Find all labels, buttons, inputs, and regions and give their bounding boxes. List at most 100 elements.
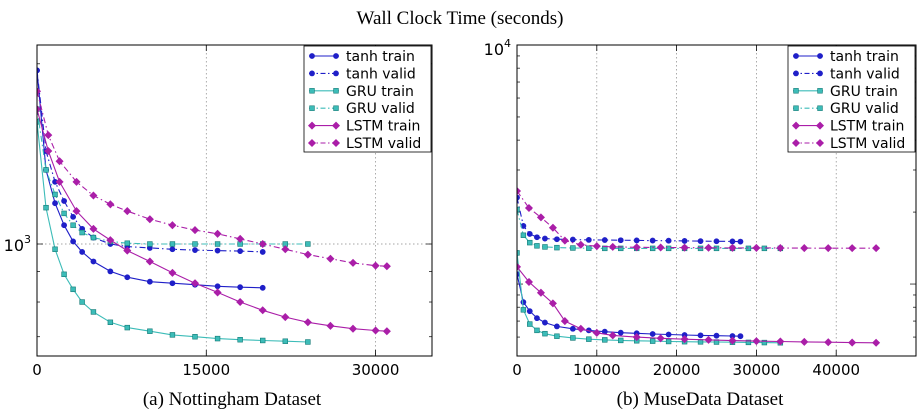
chart-a-series-lstm-valid-point-9	[190, 226, 200, 235]
chart-b-legend-label-gru-train: GRU train	[830, 84, 898, 100]
chart-a-series-gru-train	[37, 119, 311, 345]
chart-b-series-lstm-train-point-11	[704, 335, 713, 344]
chart-b-series-lstm-train-point-3	[548, 299, 557, 308]
chart-b-series-tanh-valid-point-3	[534, 234, 540, 241]
chart-b-series-lstm-valid-point-10	[680, 243, 689, 252]
chart-b-series-lstm-valid-point-1	[524, 203, 533, 213]
chart-a-series-gru-train-line	[37, 121, 308, 343]
chart-b-legend-marker-gru-valid-point-0	[793, 105, 799, 111]
chart-b-series-gru-valid-point-9	[618, 245, 624, 252]
chart-b-legend-marker-gru-valid-point-1	[817, 105, 823, 111]
chart-b-series-gru-train-point-0	[517, 250, 520, 256]
chart-b-series-tanh-valid-point-2	[526, 231, 533, 237]
chart-b-legend-entry-lstm-train: LSTM train	[791, 119, 904, 135]
chart-b-series-lstm-train-point-4	[560, 317, 569, 326]
chart-b-series-tanh-valid-point-4	[542, 235, 548, 242]
chart-a-series-lstm-valid-point-18	[382, 262, 391, 271]
chart-a-series-tanh-train	[37, 67, 266, 291]
chart-a-series-tanh-valid-point-3	[61, 198, 67, 204]
chart-a-series-lstm-train-point-16	[348, 324, 358, 333]
chart-b-series-lstm-valid-point-11	[704, 243, 713, 252]
chart-b-series-tanh-valid-point-12	[665, 237, 672, 244]
chart-a-series-gru-train-point-16	[305, 339, 311, 345]
chart-a-series-lstm-train-point-4	[89, 224, 98, 233]
chart-a-series-tanh-valid-line	[37, 70, 263, 253]
chart-b-series-lstm-valid-point-9	[656, 243, 665, 252]
chart-a-x-tick-label-2: 30000	[352, 361, 400, 379]
chart-b-series-lstm-valid-point-7	[608, 242, 617, 251]
chart-a-series-gru-train-point-7	[107, 319, 114, 325]
chart-b-series-gru-train-point-8	[602, 337, 608, 343]
chart-b-series-gru-train-point-5	[554, 333, 560, 339]
chart-b-series-lstm-valid-point-5	[576, 240, 585, 249]
chart-a-series-lstm-train-point-8	[168, 268, 177, 277]
chart-b-legend-marker-tanh-train-point-0	[793, 53, 799, 59]
chart-b-x-tick-label-1: 10000	[573, 361, 621, 379]
chart-a-series-lstm-train-point-13	[281, 313, 290, 322]
chart-a-series-lstm-valid-point-17	[371, 261, 380, 270]
chart-b-series-lstm-valid-point-6	[592, 242, 601, 251]
chart-a-legend-marker-tanh-valid-point-1	[333, 70, 339, 77]
chart-a-series-lstm-valid-point-12	[258, 239, 267, 249]
chart-b-series-lstm-train-point-10	[680, 335, 689, 344]
chart-a-series-gru-train-point-3	[61, 271, 67, 278]
chart-a-series-tanh-valid-point-14	[259, 249, 266, 255]
chart-a-series-tanh-train-point-13	[237, 284, 244, 291]
chart-a-series-lstm-train-point-12	[258, 306, 267, 315]
chart-a-series-tanh-train-point-5	[79, 249, 86, 255]
chart-a-series-tanh-train-point-7	[107, 268, 114, 275]
chart-b-series-gru-valid-point-12	[665, 245, 672, 252]
chart-a-series-lstm-train-point-9	[190, 279, 200, 288]
chart-a-series-gru-train-point-11	[192, 334, 198, 340]
chart-a-series-gru-valid-point-2	[52, 191, 58, 198]
chart-b-series-gru-valid-point-8	[602, 245, 608, 252]
chart-b-series-lstm-valid-point-16	[824, 244, 833, 253]
chart-b-series-lstm-valid-point-8	[632, 243, 641, 252]
chart-a-series-gru-train-point-12	[214, 335, 221, 342]
chart-b-series-lstm-valid-point-0	[517, 186, 522, 196]
chart-a-legend-entry-lstm-train: LSTM train	[307, 119, 420, 135]
chart-b-legend-marker-tanh-train-point-1	[817, 53, 823, 59]
chart-a-series-lstm-train-point-11	[236, 297, 245, 307]
chart-b-series-lstm-valid-point-12	[728, 243, 737, 252]
chart-b-legend-marker-lstm-train-point-0	[791, 121, 801, 130]
chart-b-series-gru-valid-point-0	[517, 206, 520, 213]
chart-b-series-lstm-valid-point-14	[776, 243, 785, 253]
chart-b-legend-marker-lstm-valid-point-0	[791, 138, 801, 148]
chart-b-legend-label-tanh-train: tanh train	[830, 49, 899, 65]
chart-b-series-tanh-valid-line	[517, 197, 741, 243]
chart-b-series-tanh-valid-point-11	[649, 237, 656, 244]
chart-b-series-lstm-train-point-16	[824, 338, 833, 347]
chart-b-series-tanh-valid-point-10	[633, 237, 640, 244]
chart-a-series-tanh-train-point-10	[169, 280, 176, 287]
chart-b-series-tanh-train-point-6	[569, 325, 576, 332]
chart-a-series-lstm-valid-point-7	[145, 215, 154, 224]
chart-a-legend-marker-gru-valid-point-0	[309, 105, 315, 111]
chart-b-series-gru-train-line	[517, 252, 781, 344]
chart-b-series-tanh-train-point-3	[534, 315, 540, 322]
chart-b-series-lstm-valid-point-17	[848, 244, 857, 253]
chart-a-series-gru-valid-line	[37, 109, 308, 245]
chart-b-series-gru-train-point-12	[665, 338, 672, 345]
chart-a-series-gru-valid-point-3	[61, 210, 67, 217]
chart-a-series-lstm-valid-point-6	[123, 207, 132, 216]
chart-a-series-lstm-valid-point-16	[348, 258, 358, 267]
chart-a-series-lstm-train	[37, 105, 391, 336]
chart-a-series-lstm-train-point-17	[371, 326, 380, 335]
chart-b-legend-marker-tanh-valid-point-1	[817, 70, 823, 77]
chart-a-series-lstm-valid-point-2	[55, 157, 64, 166]
chart-a-series-tanh-train-point-4	[70, 238, 77, 245]
chart-a-series-tanh-train-point-14	[259, 284, 266, 291]
chart-a-y-tick-label-0: 103	[4, 233, 31, 255]
chart-a-series-tanh-valid-point-11	[192, 247, 198, 253]
chart-b-series-lstm-train-line	[517, 266, 877, 344]
chart-b-series-lstm-train-point-17	[848, 338, 857, 347]
chart-b-series-tanh-valid-point-15	[713, 238, 720, 245]
chart-b-series-tanh-valid-point-16	[729, 238, 736, 245]
chart-b-x-tick-label-0: 0	[512, 361, 522, 379]
chart-b-series-tanh-train-line	[517, 273, 741, 337]
chart-b-series-lstm-train-point-13	[752, 337, 761, 346]
